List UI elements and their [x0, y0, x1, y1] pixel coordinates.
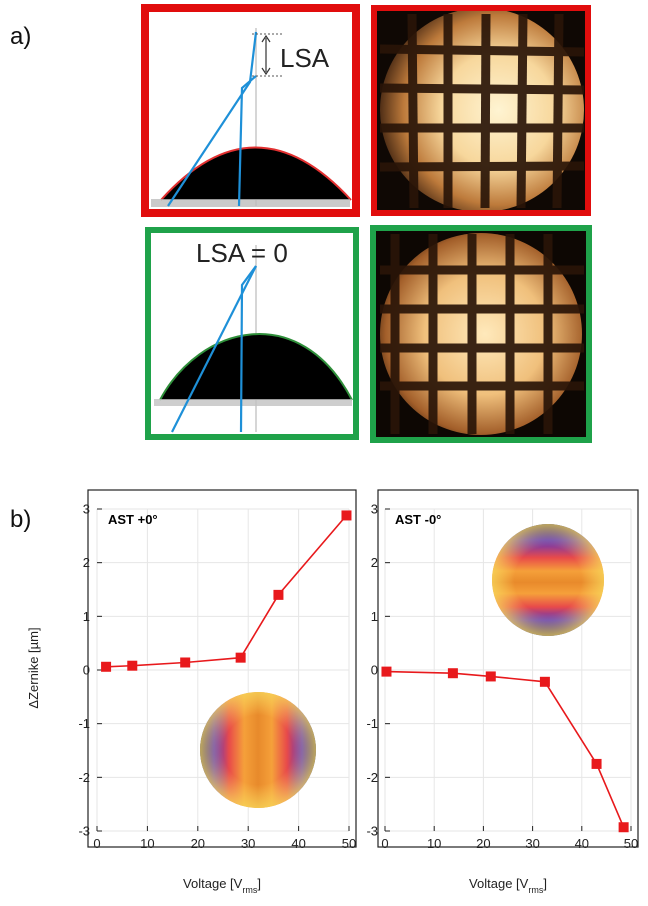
droplet-shape-2	[160, 334, 352, 400]
zernike-map-ast-plus-rim	[200, 692, 316, 808]
x-axis-label-1: Voltage [Vrms]	[183, 876, 261, 895]
chart-ast-minus-xtick-label-4: 40	[575, 836, 589, 851]
chart-ast-plus-ytick-label-1: -2	[78, 770, 90, 785]
lsa-arrow-head-down	[261, 67, 271, 76]
grid-image-bottom-lines	[380, 234, 584, 434]
chart-ast-minus-point-4	[591, 758, 602, 769]
chart-ast-plus-xtick-label-3: 30	[241, 836, 255, 851]
chart-ast-minus-ticks: 0 10 20 30 40 50 -3 -2 -1 0 1 2 3	[366, 502, 638, 852]
y-axis-label: ΔZernike [µm]	[26, 627, 41, 708]
chart-ast-minus-xtick-label-5: 50	[624, 836, 638, 851]
chart-ast-plus-point-1	[127, 660, 138, 671]
chart-ast-minus-point-2	[485, 671, 496, 682]
chart-ast-plus-point-0	[101, 661, 112, 672]
chart-ast-minus-point-1	[447, 668, 458, 679]
chart-ast-plus-ytick-label-6: 3	[83, 502, 90, 517]
ray-inner-2	[239, 265, 257, 433]
zernike-map-ast-minus	[492, 524, 604, 636]
chart-ast-minus-ytick-label-5: 2	[371, 555, 378, 570]
chart-ast-plus-xtick-label-4: 40	[291, 836, 305, 851]
chart-ast-plus-series	[101, 510, 352, 672]
chart-ast-minus-xtick-label-3: 30	[525, 836, 539, 851]
droplet-edge-2	[159, 333, 353, 401]
substrate	[151, 199, 350, 207]
chart-ast-minus-xtick-label-0: 0	[381, 836, 388, 851]
zernike-map-ast-plus	[200, 692, 316, 808]
chart-ast-minus-series	[381, 666, 629, 833]
chart-ast-plus-ytick-label-3: 0	[83, 663, 90, 678]
grid-image-top	[371, 5, 591, 216]
droplet-bottom-panel: LSA = 0	[145, 227, 359, 440]
chart-ast-plus-ticks: 0 10 20 30 40 50 -3 -2 -1 0 1 2 3	[78, 502, 356, 852]
chart-ast-minus: 0 10 20 30 40 50 -3 -2 -1 0 1 2 3 AST -0°	[366, 489, 639, 852]
chart-ast-minus-point-0	[381, 666, 392, 677]
chart-ast-minus-ytick-label-1: -2	[366, 770, 378, 785]
chart-ast-minus-ytick-label-0: -3	[366, 824, 378, 839]
panel-a-label: a)	[10, 23, 31, 50]
chart-ast-plus-title: AST +0°	[108, 512, 158, 527]
chart-ast-plus-point-4	[273, 589, 284, 600]
chart-ast-plus-ytick-label-5: 2	[83, 555, 90, 570]
ray-inner	[237, 75, 257, 207]
chart-ast-plus-point-2	[180, 657, 191, 668]
chart-ast-minus-point-5	[618, 822, 629, 833]
grid-image-top-lines	[379, 13, 585, 209]
chart-ast-minus-ytick-label-3: 0	[371, 663, 378, 678]
grid-image-top-frame	[371, 5, 591, 216]
chart-ast-minus-title: AST -0°	[395, 512, 441, 527]
chart-ast-plus-xtick-label-1: 10	[140, 836, 154, 851]
chart-ast-minus-xtick-label-1: 10	[427, 836, 441, 851]
lsa-arrow-head-up	[261, 34, 271, 43]
substrate-2	[154, 399, 352, 406]
chart-ast-minus-point-3	[539, 676, 550, 687]
panel-b-label: b)	[10, 506, 31, 533]
chart-ast-minus-ytick-label-6: 3	[371, 502, 378, 517]
chart-ast-plus-point-5	[341, 510, 352, 521]
grid-image-bottom-frame	[370, 225, 592, 443]
droplet-edge	[160, 146, 352, 201]
lsa-zero-label: LSA = 0	[196, 238, 288, 268]
lsa-label: LSA	[280, 43, 330, 73]
chart-ast-minus-series-line	[386, 670, 625, 828]
grid-image-bottom	[370, 225, 592, 443]
chart-ast-plus-ytick-label-2: -1	[78, 716, 90, 731]
chart-ast-plus-xtick-label-2: 20	[191, 836, 205, 851]
chart-ast-plus-xtick-label-5: 50	[342, 836, 356, 851]
chart-ast-plus-ytick-label-4: 1	[83, 609, 90, 624]
chart-ast-plus-xtick-label-0: 0	[93, 836, 100, 851]
chart-ast-plus-ytick-label-0: -3	[78, 824, 90, 839]
zernike-map-ast-minus-rim	[492, 524, 604, 636]
chart-ast-minus-xtick-label-2: 20	[476, 836, 490, 851]
chart-ast-plus-point-3	[235, 652, 246, 663]
chart-ast-minus-ytick-label-4: 1	[371, 609, 378, 624]
x-axis-label-2: Voltage [Vrms]	[469, 876, 547, 895]
chart-ast-plus: 0 10 20 30 40 50 -3 -2 -1 0 1 2 3 AST +0°	[78, 489, 357, 852]
droplet-top-panel: LSA	[141, 4, 360, 217]
chart-ast-minus-ytick-label-2: -1	[366, 716, 378, 731]
